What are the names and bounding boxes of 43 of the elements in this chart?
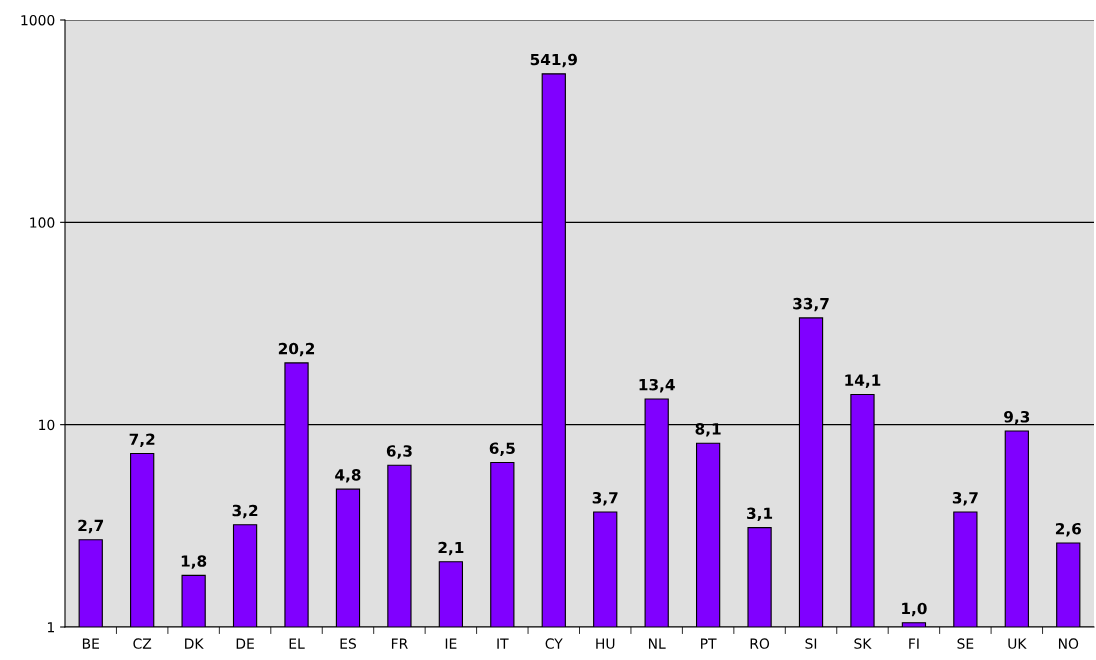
data-label: 1,0 bbox=[902, 602, 927, 617]
x-tick-label: CZ bbox=[133, 638, 152, 649]
data-label: 2,7 bbox=[78, 519, 104, 534]
data-label: 6,5 bbox=[489, 442, 515, 456]
data-label: 3,7 bbox=[592, 491, 618, 506]
data-label: 3,7 bbox=[952, 491, 978, 506]
x-tick-label: BE bbox=[82, 638, 99, 649]
x-tick-label: SI bbox=[805, 638, 817, 649]
x-tick-label: ES bbox=[340, 638, 356, 649]
x-tick-label: RO bbox=[750, 638, 770, 649]
y-tick-label: 1 bbox=[47, 622, 54, 633]
data-label: 9,3 bbox=[1004, 410, 1030, 425]
x-tick-label: DE bbox=[236, 638, 254, 649]
x-tick-label: HU bbox=[596, 638, 615, 649]
data-label: 20,2 bbox=[278, 342, 315, 357]
x-tick-label: FR bbox=[391, 638, 408, 649]
y-tick-label: 1000 bbox=[21, 14, 55, 26]
x-tick-label: PT bbox=[701, 638, 717, 649]
x-tick-label: NL bbox=[648, 638, 666, 649]
x-tick-label: SE bbox=[957, 638, 974, 649]
data-label: 2,1 bbox=[438, 541, 464, 556]
data-label: 2,6 bbox=[1055, 522, 1081, 537]
data-label: 1,8 bbox=[181, 555, 207, 569]
x-tick-label: FI bbox=[909, 638, 919, 649]
data-label: 13,4 bbox=[639, 378, 675, 393]
data-label: 14,1 bbox=[845, 374, 881, 388]
data-label: 6,3 bbox=[386, 445, 412, 459]
x-tick-label: CY bbox=[545, 638, 563, 649]
x-tick-label: UK bbox=[1008, 638, 1027, 649]
x-tick-label: IE bbox=[445, 638, 457, 649]
x-tick-label: DK bbox=[185, 638, 204, 649]
data-label: 4,8 bbox=[335, 469, 361, 483]
x-tick-label: IT bbox=[497, 638, 509, 649]
y-tick-label: 10 bbox=[39, 419, 55, 431]
data-label: 3,1 bbox=[747, 507, 773, 522]
data-label: 541,9 bbox=[530, 53, 577, 68]
data-label: 33,7 bbox=[793, 297, 829, 312]
data-label: 7,2 bbox=[129, 433, 155, 447]
x-tick-label: EL bbox=[289, 638, 305, 649]
y-tick-label: 100 bbox=[30, 217, 55, 228]
x-tick-label: SK bbox=[854, 638, 872, 649]
data-label: 3,2 bbox=[232, 504, 258, 519]
x-tick-label: NO bbox=[1058, 638, 1079, 649]
